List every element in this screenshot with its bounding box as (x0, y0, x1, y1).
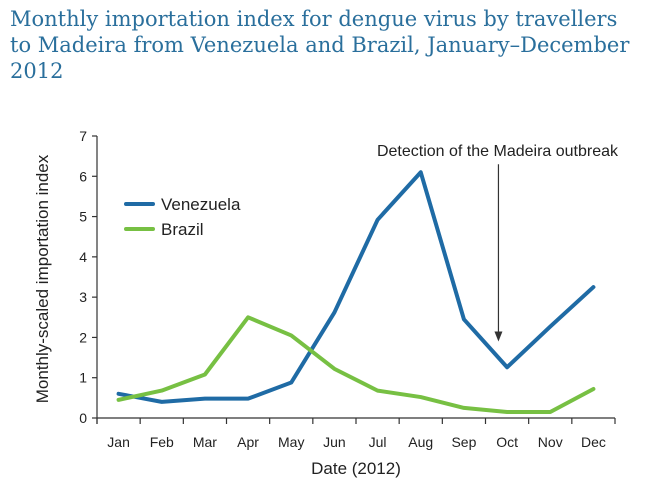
x-tick-label: Mar (193, 434, 217, 450)
y-tick-label: 6 (79, 168, 87, 184)
x-tick-label: Oct (496, 434, 518, 450)
x-tick-label: Feb (150, 434, 174, 450)
x-tick-label: Jan (107, 434, 130, 450)
axes (92, 135, 616, 424)
x-tick-label: Nov (538, 434, 563, 450)
annotation: Detection of the Madeira outbreak (377, 143, 619, 342)
series-line-venezuela (116, 170, 596, 404)
tick-labels: 0 1 2 3 4 5 6 7 Jan Feb Mar Apr May Jun Jul Aug Sep Oct No… (79, 128, 606, 450)
legend-label-brazil: Brazil (161, 220, 204, 239)
legend: Venezuela Brazil (124, 195, 241, 239)
x-tick-label: Jun (323, 434, 346, 450)
series-line-brazil (116, 315, 596, 414)
x-tick-label: May (278, 434, 304, 450)
x-tick-label: Aug (408, 434, 433, 450)
y-axis-title: Monthly-scaled importation index (33, 154, 52, 403)
y-tick-label: 2 (79, 329, 87, 345)
annotation-arrow-head (494, 331, 503, 342)
x-tick-label: Dec (581, 434, 606, 450)
series-lines (116, 170, 596, 414)
y-tick-label: 7 (79, 128, 87, 144)
y-tick-label: 3 (79, 289, 87, 305)
x-tick-label: Jul (369, 434, 387, 450)
annotation-text: Detection of the Madeira outbreak (377, 143, 619, 160)
chart-title: Monthly importation index for dengue vir… (10, 7, 630, 83)
legend-label-venezuela: Venezuela (161, 195, 241, 214)
x-tick-label: Apr (237, 434, 259, 450)
x-tick-label: Sep (451, 434, 476, 450)
y-tick-label: 1 (79, 370, 87, 386)
y-tick-label: 0 (79, 410, 87, 426)
y-tick-label: 5 (79, 209, 87, 225)
y-tick-label: 4 (79, 249, 87, 265)
x-axis-title: Date (2012) (311, 459, 401, 478)
